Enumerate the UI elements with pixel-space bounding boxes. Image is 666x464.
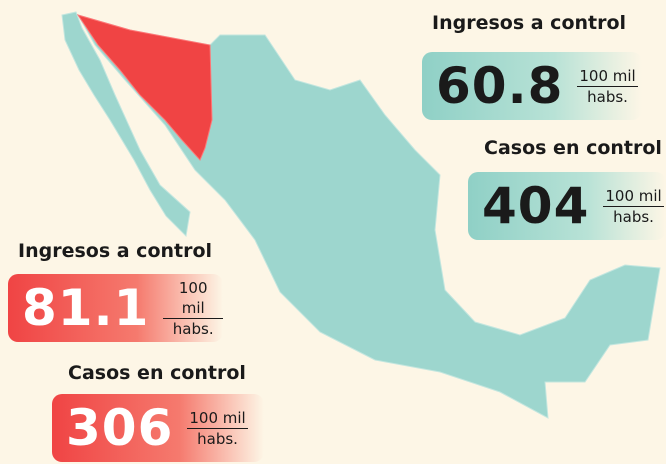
unit-top: 100 mil [187,408,248,429]
stat-box: 306 100 mil habs. [52,394,264,462]
value: 81.1 [22,279,150,337]
value: 404 [482,177,590,235]
unit: 100 mil habs. [577,66,638,107]
highlighted-state [76,14,213,161]
label: Casos en control [484,137,662,159]
value: 306 [66,399,174,457]
stat-box: 404 100 mil habs. [468,172,666,240]
baja-peninsula [61,11,191,238]
unit-bottom: habs. [587,87,628,106]
unit: 100 mil habs. [187,408,248,449]
label: Casos en control [68,362,246,384]
unit-top: 100 mil [577,66,638,87]
stat-box: 60.8 100 mil habs. [422,52,642,120]
unit-top: 100 mil [603,186,664,207]
unit-top: 100 mil [163,278,223,319]
unit-bottom: habs. [613,207,654,226]
stat-box: 81.1 100 mil habs. [8,274,223,342]
label: Ingresos a control [18,240,213,262]
mainland [76,14,661,419]
unit: 100 mil habs. [163,278,223,339]
unit-bottom: habs. [197,429,238,448]
unit: 100 mil habs. [603,186,664,227]
value: 60.8 [436,57,564,115]
unit-bottom: habs. [172,319,214,338]
label: Ingresos a control [432,12,627,34]
